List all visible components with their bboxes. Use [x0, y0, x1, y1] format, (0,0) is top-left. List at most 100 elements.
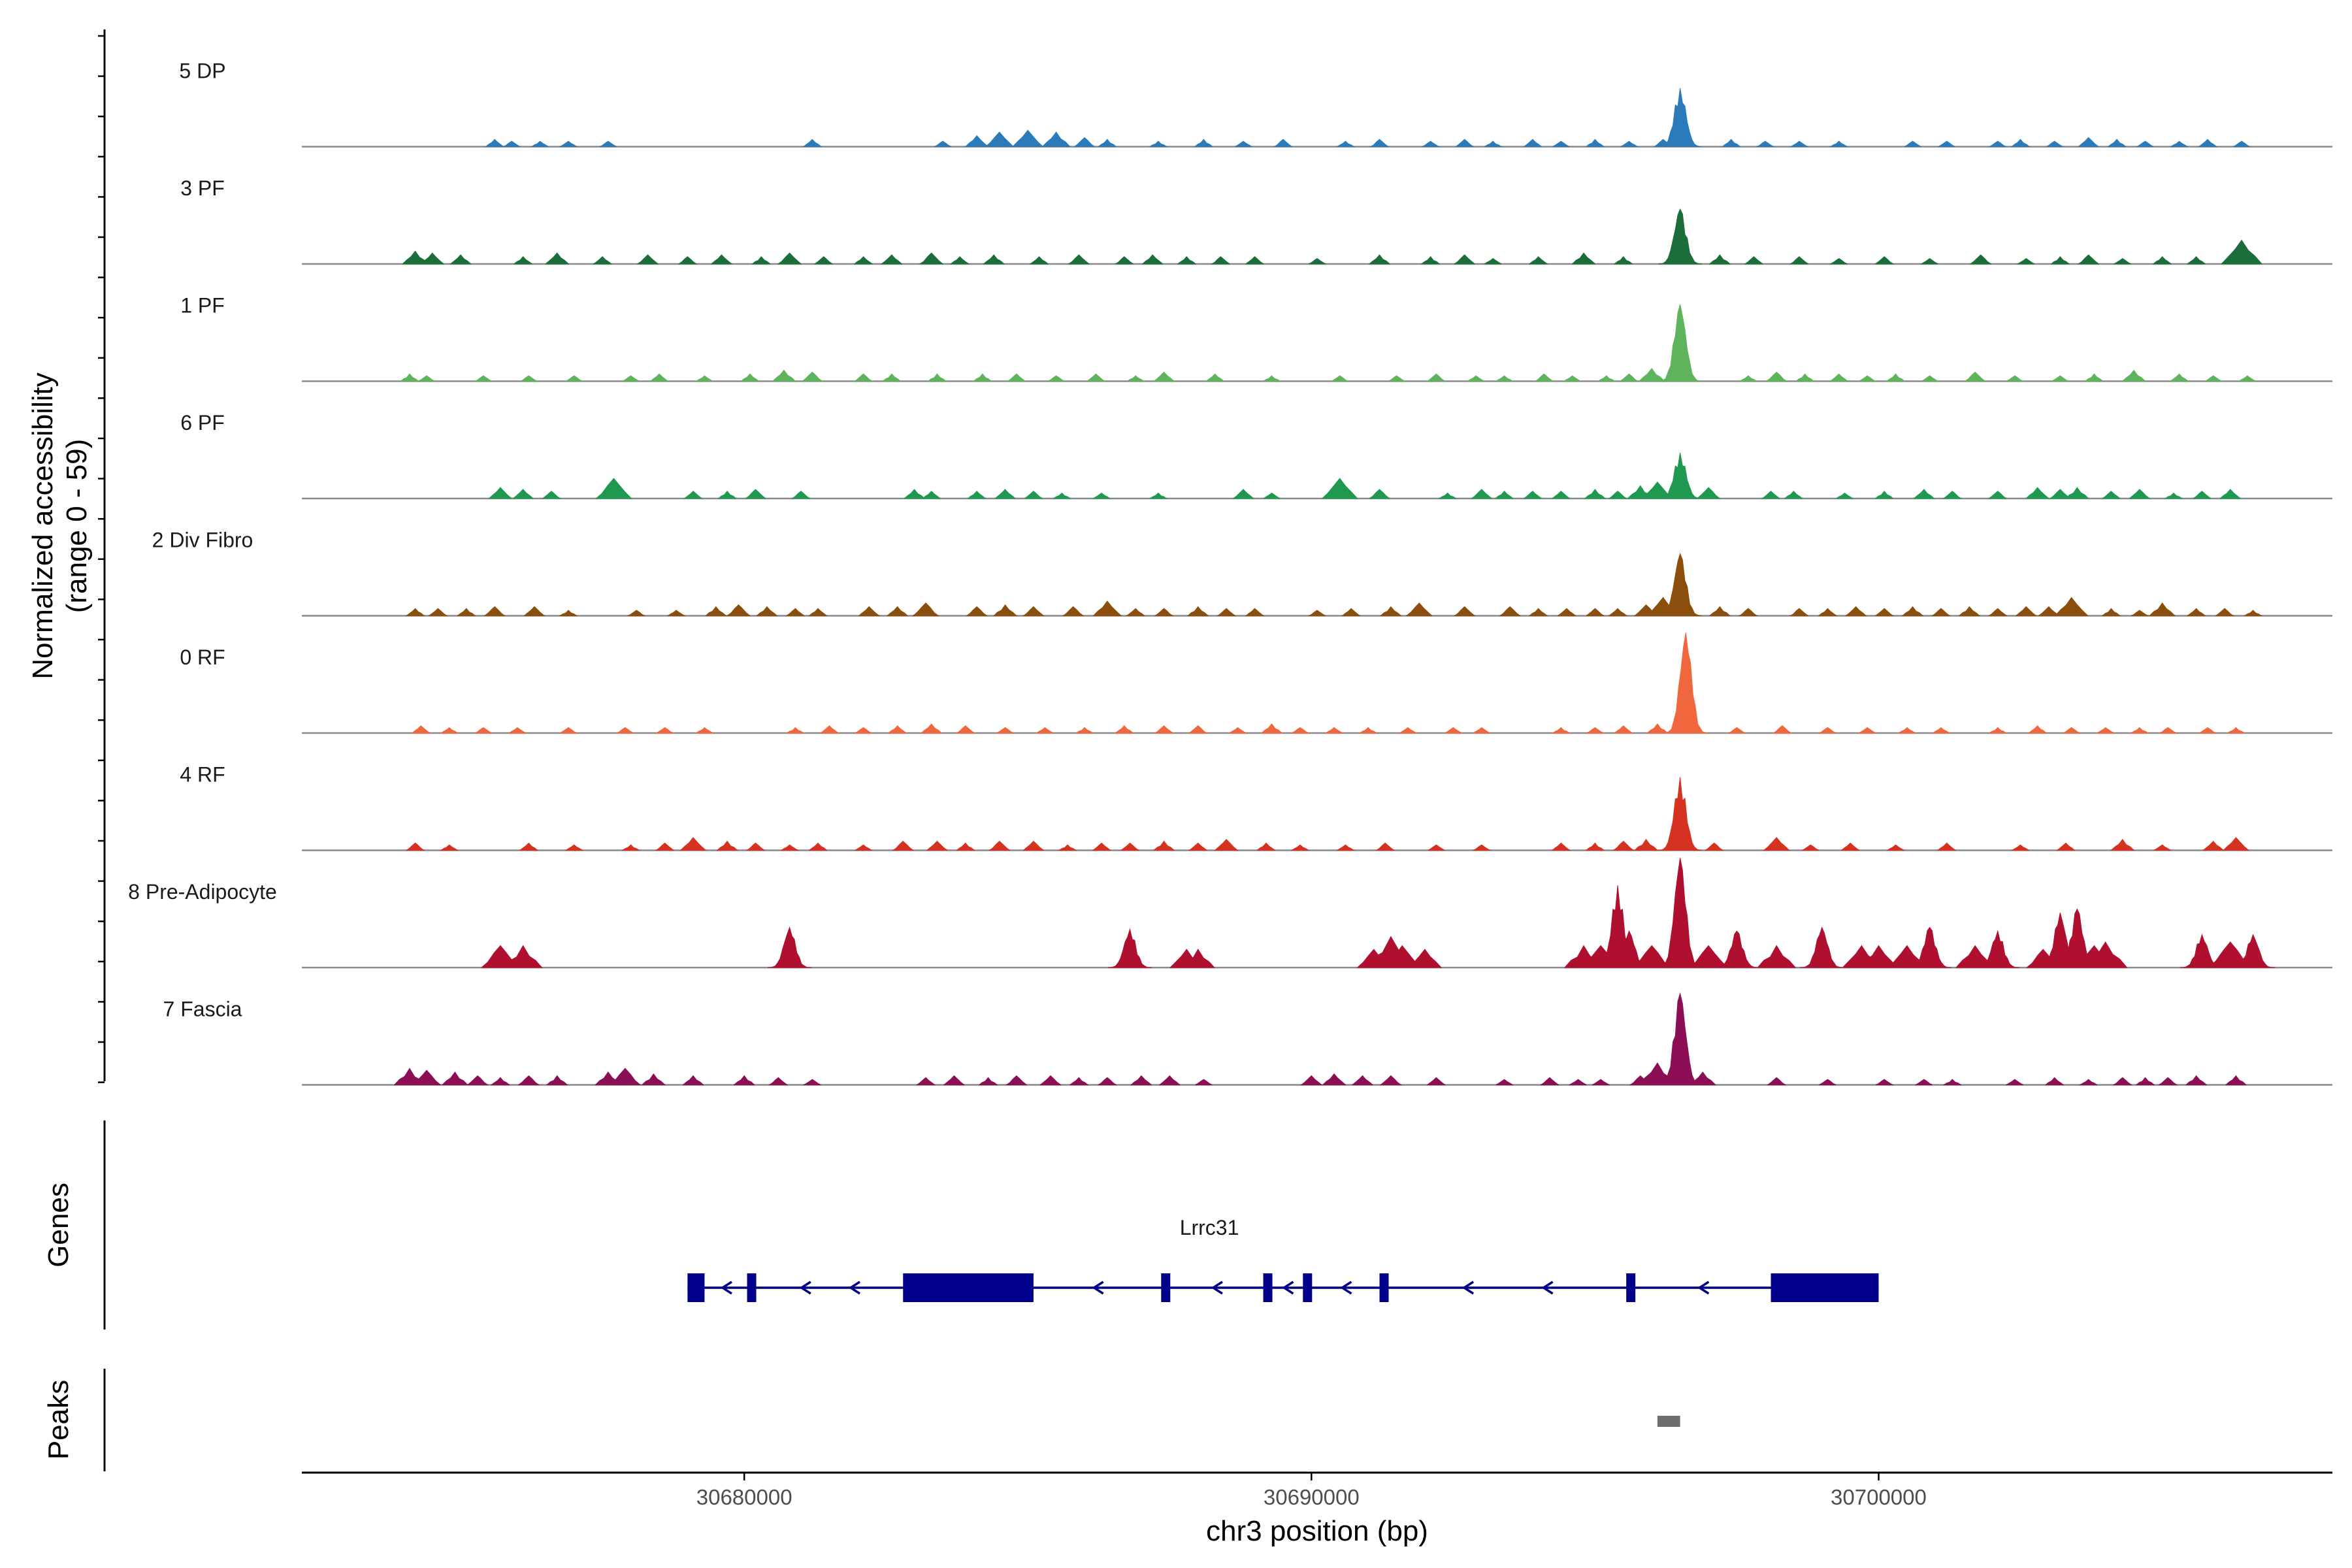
coverage-peak [1829, 373, 1849, 382]
coverage-peak [1407, 949, 1443, 968]
coverage-peak [779, 844, 800, 851]
coverage-peak [1585, 139, 1605, 147]
coverage-peak [2222, 837, 2250, 851]
coverage-peak [1141, 254, 1164, 265]
coverage-peak [1097, 139, 1117, 147]
coverage-peak [2101, 608, 2121, 616]
coverage-peak [682, 1075, 705, 1085]
coverage-peak [768, 1077, 789, 1085]
coverage-peak [1568, 1079, 1587, 1085]
coverage-peak [1062, 606, 1085, 616]
coverage-peak [808, 842, 828, 851]
coverage-peak [978, 1077, 998, 1085]
coverage-peak [1919, 257, 1938, 265]
track-6: 0 RF [180, 632, 2332, 734]
coverage-peak [1607, 608, 1628, 616]
coverage-peak [1551, 842, 1571, 851]
coverage-peak [853, 844, 874, 851]
coverage-peak [802, 1079, 821, 1085]
coverage-peak [1335, 844, 1356, 851]
gene-model [687, 1273, 1879, 1302]
coverage-peak [1216, 608, 1237, 616]
coverage-peak [1528, 608, 1548, 616]
coverage-peak [733, 1075, 756, 1085]
coverage-peak [1829, 140, 1849, 147]
track-7: 4 RF [180, 763, 2332, 851]
coverage-peak [2077, 254, 2100, 265]
coverage-peak [2121, 369, 2146, 382]
coverage-peak [772, 369, 796, 382]
coverage-peak [1772, 725, 1793, 734]
strand-arrow [720, 1281, 732, 1295]
coverage-peak [1321, 478, 1358, 499]
coverage-peak [483, 606, 506, 616]
coverage-peak [1612, 840, 1635, 851]
coverage-peak [1069, 1077, 1089, 1085]
x-axis-title: chr3 position (bp) [1206, 1515, 1428, 1547]
strand-arrow [799, 1281, 811, 1295]
coverage-peak [1428, 844, 1446, 851]
strand-arrow [1541, 1281, 1554, 1295]
coverage-peak [474, 727, 493, 734]
coverage-peak [1658, 304, 1703, 382]
coverage-peak [487, 487, 513, 499]
coverage-peak [1638, 368, 1665, 382]
coverage-peak [1245, 608, 1265, 616]
coverage-peak [513, 256, 533, 265]
coverage-peak [1047, 375, 1065, 382]
coverage-peak [2191, 491, 2212, 499]
coverage-peak [1801, 844, 1820, 851]
coverage-peak [2136, 140, 2154, 147]
coverage-peak [616, 727, 634, 734]
coverage-peak [517, 1075, 540, 1085]
coverage-peak [1437, 492, 1458, 499]
coverage-peak [1195, 1079, 1213, 1085]
coverage-peak [405, 608, 425, 616]
coverage-peak [649, 373, 670, 382]
coverage-peak [1857, 727, 1876, 734]
coverage-peak [1551, 727, 1571, 734]
coverage-peak [564, 844, 584, 851]
gene-name-label: Lrrc31 [1180, 1216, 1239, 1239]
coverage-peak [2226, 727, 2246, 734]
coverage-peak [1789, 256, 1810, 265]
coverage-peak [1470, 489, 1493, 499]
coverage-peak [679, 837, 707, 851]
coverage-peak [2128, 489, 2151, 499]
strand-arrow [1282, 1281, 1294, 1295]
coverage-peak [2046, 140, 2065, 147]
coverage-peak [1073, 137, 1096, 147]
coverage-peak [886, 606, 909, 616]
coverage-peak [1987, 140, 2007, 147]
coverage-peak [503, 945, 543, 968]
coverage-peak [1210, 256, 1231, 265]
coverage-peak [559, 140, 578, 147]
coverage-peak [1214, 838, 1239, 851]
coverage-peak [1205, 373, 1225, 382]
coverage-peak [1840, 842, 1861, 851]
track-label: 3 PF [180, 176, 225, 200]
coverage-peak [1835, 492, 1855, 499]
coverage-peak [1300, 1075, 1323, 1085]
strand-arrow [1211, 1281, 1223, 1295]
coverage-peak [716, 840, 738, 851]
coverage-peak [2004, 1079, 2024, 1085]
coverage-peak [1728, 727, 1746, 734]
coverage-peak [813, 256, 834, 265]
coverage-peak [994, 489, 1017, 499]
coverage-peak [1388, 375, 1405, 382]
coverage-peak [1528, 256, 1548, 265]
coverage-peak [1663, 632, 1708, 734]
coverage-peak [1291, 727, 1309, 734]
coverage-peak [1290, 844, 1310, 851]
track-label: 1 PF [180, 294, 225, 318]
coverage-peak [1368, 489, 1391, 499]
strand-arrow [1092, 1281, 1104, 1295]
coverage-peak [641, 1073, 666, 1085]
coverage-peak [417, 375, 436, 382]
coverage-peak [1539, 1077, 1560, 1085]
coverage-peak [881, 373, 902, 382]
coverage-peak [1114, 725, 1134, 734]
coverage-peak [1494, 491, 1514, 499]
